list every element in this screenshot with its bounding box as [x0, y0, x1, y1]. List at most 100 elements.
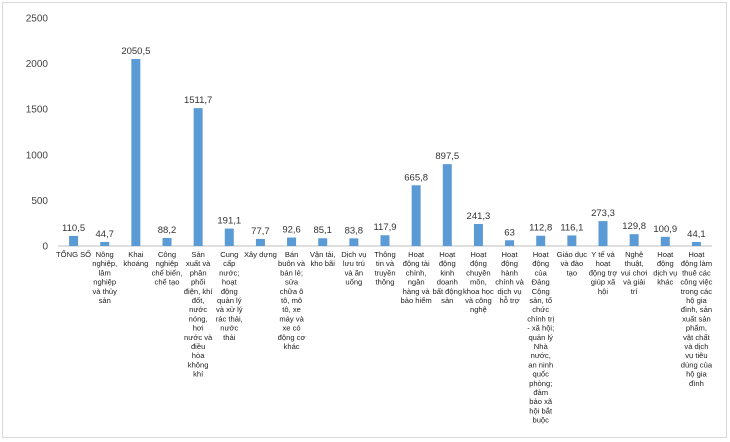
category-label: TỔNG SỐ	[56, 249, 91, 259]
category-label-line: bán lẻ;	[280, 268, 303, 277]
data-label: 44,1	[687, 229, 706, 240]
category-label-line: thuê các	[682, 268, 711, 277]
category-label-line: Hoạt	[533, 250, 550, 259]
category-label-line: sản	[441, 296, 453, 305]
category-label-line: và xử lý	[216, 305, 243, 314]
category-label-line: Thông	[374, 250, 396, 259]
chart-frame	[2, 2, 727, 438]
y-tick-label: 2000	[26, 59, 49, 70]
category-label: Khai khoáng	[123, 250, 148, 268]
category-label-line: chính trị	[527, 314, 554, 323]
category-label-line: hoạt	[596, 259, 612, 268]
category-label: Sản xuất và phân phối điện, khí đốt, nước nóng,…	[184, 250, 214, 379]
category-label-line: chế biến,	[152, 268, 183, 277]
category-label: Xây dựng	[244, 250, 277, 259]
data-label: 191,1	[217, 216, 241, 227]
data-label: 116,1	[560, 222, 583, 233]
category-label-line: vụ tiêu	[685, 351, 707, 360]
category-label-line: Giáo dục	[557, 250, 588, 259]
bar	[629, 234, 639, 246]
category-label-line: xuất sản	[682, 314, 711, 323]
category-label-line: nghiệp	[156, 259, 179, 268]
category-label-line: khí	[193, 370, 204, 379]
category-label-line: điện, khí	[184, 287, 214, 296]
category-label-line: chữa ô	[280, 287, 304, 296]
category-label-line: doanh	[437, 278, 458, 287]
category-label-line: tô, mô	[281, 296, 302, 305]
y-tick-label: 500	[31, 196, 48, 207]
bar	[411, 185, 421, 246]
category-label-line: truyền	[374, 268, 395, 277]
category-label-line: an ninh	[528, 360, 553, 369]
data-label: 273,3	[591, 208, 615, 219]
bar	[473, 223, 483, 246]
data-label: 241,3	[467, 211, 491, 222]
category-label-line: nghệ	[470, 305, 487, 314]
category-label-line: quản lý	[217, 296, 242, 305]
category-label-line: bất động	[433, 287, 463, 296]
bar	[69, 235, 79, 246]
y-tick-label: 0	[42, 242, 48, 253]
category-label: Hoạt động hành chính và dịch vụ hỗ trợ	[495, 250, 524, 305]
category-label: Bán buôn và bán lẻ; sửa chữa ô tô, mô tô, xe má…	[278, 250, 306, 351]
category-label-line: giúp xã	[591, 278, 616, 287]
category-label: Hoạt động của Đảng Cộng sản, tổ chức chính trị -…	[527, 250, 554, 425]
category-label-line: dịch vụ	[653, 268, 677, 277]
category-label-line: kinh	[440, 268, 454, 277]
category-label-line: và đào	[560, 259, 583, 268]
category-label-line: rác thải,	[216, 314, 243, 323]
data-label: 88,2	[158, 225, 177, 236]
category-label: Y tế và hoạt động trợ giúp xã hội	[589, 250, 618, 296]
bar	[193, 108, 203, 246]
category-label-line: nghiệp,	[92, 259, 117, 268]
category-label-line: Y tế và	[591, 250, 615, 259]
bar	[442, 164, 452, 246]
category-label-line: Sản	[191, 250, 205, 259]
category-label-line: động	[439, 259, 456, 268]
category-label-line: buôn và	[278, 259, 306, 268]
category-label-line: quản lý	[528, 333, 553, 342]
category-label-line: tô, xe	[282, 305, 301, 314]
data-label: 117,9	[373, 222, 396, 233]
category-label-line: và ăn	[345, 268, 364, 277]
category-label-line: Vận tải,	[310, 250, 336, 259]
category-label-line: khác	[657, 278, 673, 287]
bar	[100, 241, 110, 246]
category-label: Thông tin và truyền thông	[374, 250, 396, 287]
category-label: Vận tải, kho bãi	[310, 250, 336, 268]
y-tick-label: 1500	[26, 105, 49, 116]
data-label: 44,7	[95, 229, 114, 240]
category-label-line: hành	[501, 268, 518, 277]
category-label-line: kho bãi	[310, 259, 335, 268]
category-label-line: khoa học	[463, 287, 494, 296]
category-label-line: đảm	[533, 388, 548, 397]
category-label-line: chuyên	[466, 268, 491, 277]
category-label-line: đình	[689, 379, 704, 388]
category-label-line: buộc	[532, 416, 549, 425]
data-label: 1511,7	[184, 95, 212, 106]
category-label-line: - xã hội;	[527, 324, 554, 333]
category-label-line: Bán	[285, 250, 299, 259]
data-label: 77,7	[251, 226, 270, 237]
category-label: Nghệ thuật, vui chơi và giải trí	[621, 250, 648, 296]
category-label-line: động làm	[681, 259, 712, 268]
category-label-line: tin và	[376, 259, 395, 268]
category-label: Công nghiệp chế biến, chế tạo	[152, 250, 183, 287]
category-label-line: và công	[465, 296, 492, 305]
data-label: 2050,5	[121, 46, 150, 57]
category-label-line: Nông	[96, 250, 114, 259]
category-label-line: Hoạt	[408, 250, 425, 259]
category-label: Dịch vụ lưu trú và ăn uống	[341, 250, 366, 287]
category-label-line: điều	[191, 342, 205, 351]
category-label-line: động	[221, 287, 238, 296]
category-label-line: hàng và	[403, 287, 431, 296]
category-label-line: hội	[598, 287, 608, 296]
data-label: 112,8	[529, 223, 552, 234]
bar	[131, 58, 141, 246]
category-label-line: động tài	[403, 259, 430, 268]
category-label-line: bảo hiểm	[401, 296, 432, 305]
category-label-line: thải	[223, 333, 236, 342]
category-label-line: thông	[375, 278, 394, 287]
category-label-line: Khai	[128, 250, 144, 259]
category-label-line: không	[188, 360, 209, 369]
